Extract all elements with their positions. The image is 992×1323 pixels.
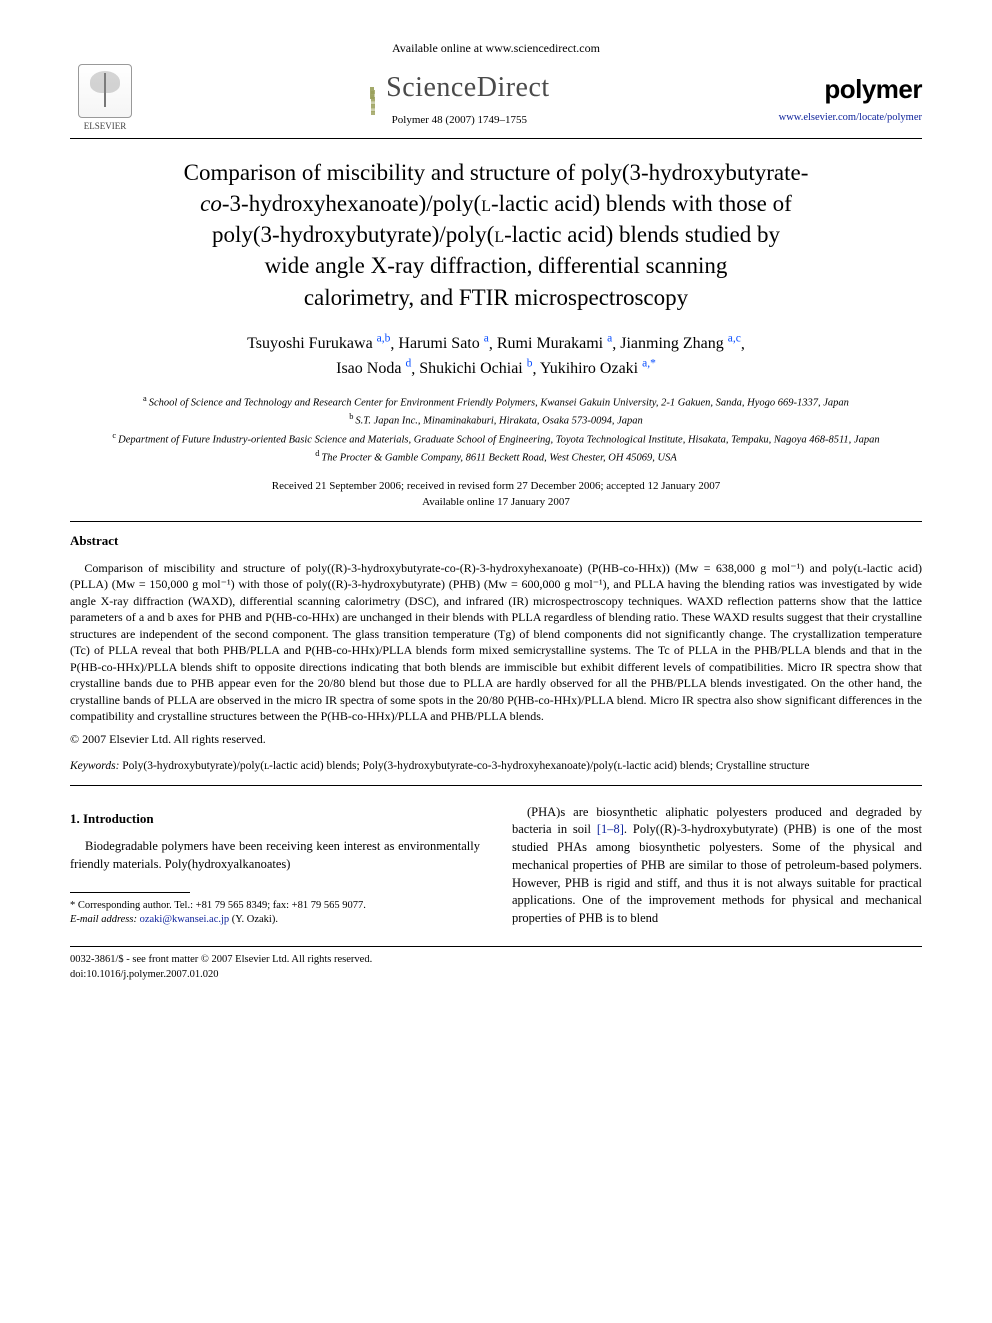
keywords-text: Poly(3-hydroxybutyrate)/poly(ʟ-lactic ac… (122, 760, 809, 772)
title-l3b: -lactic acid) blends studied by (504, 222, 780, 247)
abstract-top-rule (70, 521, 922, 522)
author: Isao Noda d (336, 360, 411, 377)
email-link[interactable]: ozaki@kwansei.ac.jp (140, 914, 230, 925)
affiliation-c: Department of Future Industry-oriented B… (118, 434, 879, 445)
abstract-heading: Abstract (70, 532, 922, 550)
elsevier-logo: ELSEVIER (70, 64, 140, 132)
affiliations: aSchool of Science and Technology and Re… (70, 393, 922, 466)
journal-url[interactable]: www.elsevier.com/locate/polymer (779, 111, 922, 125)
author: Yukihiro Ozaki a,* (540, 360, 656, 377)
received-line: Received 21 September 2006; received in … (70, 478, 922, 495)
available-online-line: Available online 17 January 2007 (70, 494, 922, 511)
body-columns: 1. Introduction Biodegradable polymers h… (70, 804, 922, 928)
title-l5: calorimetry, and FTIR microspectroscopy (304, 285, 688, 310)
keywords-line: Keywords: Poly(3-hydroxybutyrate)/poly(ʟ… (70, 759, 922, 775)
abstract-text: Comparison of miscibility and structure … (70, 560, 922, 725)
author-list: Tsuyoshi Furukawa a,b, Harumi Sato a, Ru… (70, 331, 922, 382)
front-matter-line: 0032-3861/$ - see front matter © 2007 El… (70, 953, 922, 968)
legal-block: 0032-3861/$ - see front matter © 2007 El… (70, 953, 922, 982)
author: Tsuyoshi Furukawa a,b (247, 335, 390, 352)
elsevier-label: ELSEVIER (70, 120, 140, 132)
email-who: (Y. Ozaki). (232, 914, 278, 925)
citation-line: Polymer 48 (2007) 1749–1755 (140, 113, 779, 128)
intro-heading: 1. Introduction (70, 810, 480, 828)
intro-col2-text: (PHA)s are biosynthetic aliphatic polyes… (512, 804, 922, 928)
sciencedirect-block: ScienceDirect Polymer 48 (2007) 1749–175… (140, 69, 779, 128)
title-l2a: -3-hydroxyhexanoate)/poly( (222, 191, 481, 216)
elsevier-tree-icon (78, 64, 132, 118)
article-title: Comparison of miscibility and structure … (90, 157, 902, 312)
author: Jianming Zhang a,c (620, 335, 741, 352)
doi-line: doi:10.1016/j.polymer.2007.01.020 (70, 968, 922, 983)
author: Harumi Sato a (398, 335, 488, 352)
title-l2b: -lactic acid) blends with those of (491, 191, 792, 216)
keywords-label: Keywords: (70, 760, 119, 772)
footnote-separator (70, 892, 190, 893)
title-l2-sc: l (481, 191, 491, 216)
abstract-copyright: © 2007 Elsevier Ltd. All rights reserved… (70, 731, 922, 747)
header-row: ELSEVIER ScienceDirect Polymer 48 (2007)… (70, 64, 922, 132)
affiliation-d: The Procter & Gamble Company, 8611 Becke… (321, 452, 676, 463)
title-l1: Comparison of miscibility and structure … (184, 160, 809, 185)
author: Shukichi Ochiai b (419, 360, 532, 377)
sciencedirect-wordmark: ScienceDirect (386, 72, 550, 103)
title-l4: wide angle X-ray diffraction, differenti… (265, 253, 728, 278)
affiliation-b: S.T. Japan Inc., Minaminakaburi, Hirakat… (355, 416, 642, 427)
corr-author-line: * Corresponding author. Tel.: +81 79 565… (70, 899, 480, 914)
affiliation-a: School of Science and Technology and Res… (149, 398, 849, 409)
available-online: Available online at www.sciencedirect.co… (70, 40, 922, 56)
title-l3-sc: l (494, 222, 504, 247)
intro-col1-text: Biodegradable polymers have been receivi… (70, 838, 480, 874)
email-label: E-mail address: (70, 914, 137, 925)
title-co: co (200, 191, 222, 216)
column-right: (PHA)s are biosynthetic aliphatic polyes… (512, 804, 922, 928)
column-left: 1. Introduction Biodegradable polymers h… (70, 804, 480, 928)
journal-logo: polymer (779, 72, 922, 107)
ref-link[interactable]: [1–8] (597, 822, 624, 836)
sciencedirect-dots-icon (369, 87, 375, 99)
abstract-body: Comparison of miscibility and structure … (70, 560, 922, 725)
keywords-rule (70, 785, 922, 786)
footer-rule (70, 946, 922, 947)
article-dates: Received 21 September 2006; received in … (70, 478, 922, 511)
header-rule (70, 138, 922, 139)
title-l3a: poly(3-hydroxybutyrate)/poly( (212, 222, 494, 247)
corresponding-footnote: * Corresponding author. Tel.: +81 79 565… (70, 899, 480, 928)
author: Rumi Murakami a (497, 335, 612, 352)
